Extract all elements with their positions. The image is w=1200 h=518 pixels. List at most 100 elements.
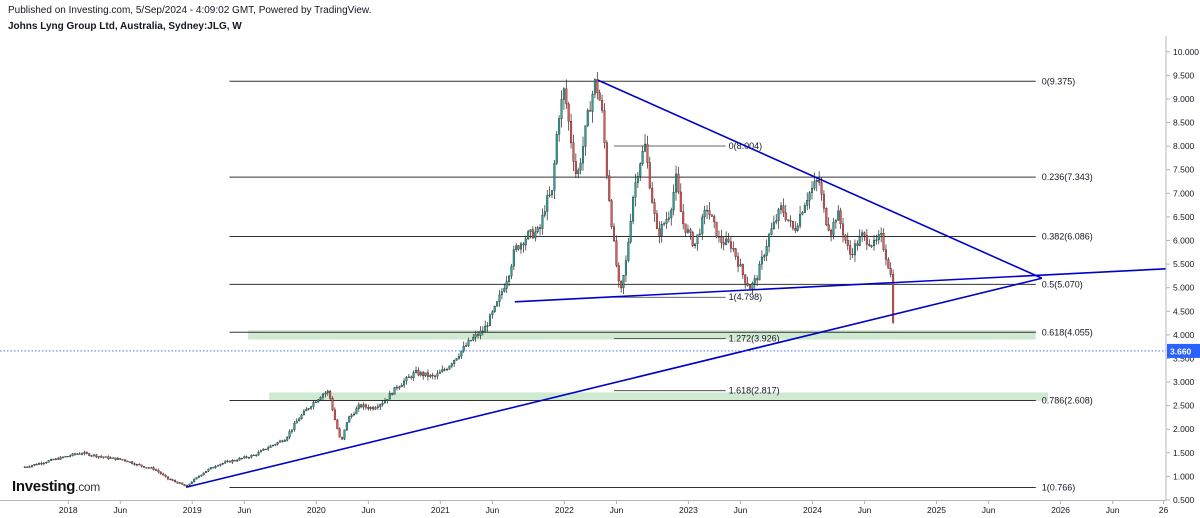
candle-body <box>779 205 783 210</box>
candle-body <box>775 220 778 223</box>
candle-body <box>710 214 713 217</box>
candle-body <box>209 467 212 470</box>
fib-level-label: 0.618(4.055) <box>1042 327 1093 337</box>
candle-body <box>259 450 262 453</box>
fib-extension-label: 1(4.798) <box>729 292 763 302</box>
x-tick-label: 2023 <box>679 505 698 515</box>
x-tick-label: 2022 <box>555 505 574 515</box>
candle-body <box>336 419 339 430</box>
last-price-badge <box>1167 343 1200 358</box>
candle-body <box>88 453 91 456</box>
candle-body <box>23 466 26 468</box>
fib-level-label: 0(9.375) <box>1042 76 1076 86</box>
candle-body <box>341 436 344 440</box>
candle-body <box>746 282 749 286</box>
candle-body <box>756 278 759 281</box>
candle-body <box>603 110 606 143</box>
candle-body <box>202 472 205 476</box>
candle-body <box>200 474 203 477</box>
y-tick-label: 3.500 <box>1173 353 1195 363</box>
candle-body <box>830 230 833 236</box>
y-tick-label: 1.500 <box>1173 448 1195 458</box>
candle-body <box>505 281 508 289</box>
candle-body <box>644 143 647 152</box>
candle-body <box>195 477 198 480</box>
candle-body <box>808 192 811 201</box>
candle-body <box>81 453 84 455</box>
y-tick-label: 4.500 <box>1173 306 1195 316</box>
candle-body <box>889 268 892 275</box>
candle-body <box>150 467 153 469</box>
candle-body <box>279 440 282 443</box>
candle-body <box>178 482 181 484</box>
x-tick-label: 2025 <box>927 505 946 515</box>
candle-body <box>248 457 251 459</box>
candle-body <box>434 375 437 377</box>
candle-body <box>429 374 432 377</box>
candle-body <box>362 404 365 408</box>
candle-body <box>405 377 408 382</box>
candle-body <box>381 402 384 405</box>
y-tick-label: 6.000 <box>1173 236 1195 246</box>
candle-body <box>367 406 370 409</box>
candle-body <box>47 460 50 463</box>
candle-body <box>319 397 322 400</box>
candle-body <box>615 240 618 266</box>
candle-body <box>33 464 36 466</box>
candle-body <box>734 248 737 257</box>
candle-body <box>69 455 72 457</box>
trendlines <box>185 79 1167 489</box>
candle-body <box>57 458 60 460</box>
candle-body <box>157 469 160 473</box>
candle-body <box>639 163 642 177</box>
candle-body <box>531 229 534 239</box>
candle-body <box>820 182 823 195</box>
candle-body <box>577 169 580 175</box>
candle-body <box>102 456 105 458</box>
candle-body <box>593 79 596 95</box>
trendline <box>514 268 1167 303</box>
candle-body <box>548 194 551 196</box>
fib-level-label: 0.5(5.070) <box>1042 279 1083 289</box>
candle-body <box>572 142 575 162</box>
candle-body <box>133 463 136 466</box>
time-axis: 2018 Jun 2019 Jun 2020 Jun 2021 Jun 2022 Jun 2023 J… <box>0 500 1169 515</box>
candle-body <box>40 463 43 465</box>
candle-body <box>369 407 372 409</box>
candle-body <box>121 459 124 461</box>
candle-body <box>522 243 525 246</box>
candle-body <box>873 239 876 246</box>
y-tick-label: 8.500 <box>1173 118 1195 128</box>
fib-level-label: 0.382(6.086) <box>1042 231 1093 241</box>
candle-body <box>28 466 31 468</box>
candle-body <box>708 210 711 215</box>
candle-body <box>460 350 463 357</box>
candle-body <box>324 392 327 395</box>
x-tick-label: Jun <box>486 505 500 515</box>
candlestick-series[interactable] <box>23 71 895 487</box>
candle-body <box>670 209 673 219</box>
candle-body <box>558 118 561 135</box>
candle-body <box>770 228 773 235</box>
candle-body <box>269 445 272 448</box>
y-tick-label: 2.000 <box>1173 424 1195 434</box>
candle-body <box>720 236 723 243</box>
candle-body <box>54 458 57 460</box>
candle-body <box>892 274 895 323</box>
candle-body <box>374 407 377 410</box>
candle-body <box>772 221 775 229</box>
candle-body <box>35 464 38 466</box>
candle-body <box>539 227 542 229</box>
candle-body <box>543 211 546 216</box>
trendline <box>185 277 1043 489</box>
candle-body <box>183 484 186 487</box>
candle-body <box>574 161 577 175</box>
candle-body <box>884 249 887 260</box>
candle-body <box>457 355 460 359</box>
candle-body <box>104 456 107 458</box>
candle-body <box>238 458 241 461</box>
y-tick-label: 5.000 <box>1173 283 1195 293</box>
candle-body <box>107 456 110 459</box>
candle-body <box>169 478 172 481</box>
